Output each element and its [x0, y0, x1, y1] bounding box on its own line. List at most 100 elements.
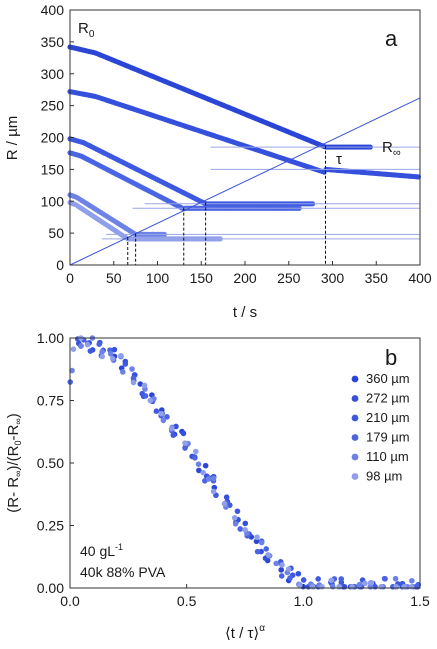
data-point — [319, 583, 325, 590]
legend-marker — [351, 434, 359, 441]
data-point — [170, 432, 177, 438]
data-point — [223, 494, 230, 501]
collapsed-series — [70, 335, 415, 590]
data-point — [78, 342, 84, 349]
polymer-label: 40k 88% PVA — [80, 564, 166, 580]
rinf-letter: R — [382, 139, 393, 156]
data-point — [109, 355, 116, 362]
yl-sub2: 0 — [13, 440, 23, 445]
yl-sub1: ∞ — [13, 471, 23, 477]
data-point — [130, 375, 137, 381]
data-point — [119, 369, 126, 375]
data-point — [392, 575, 399, 582]
data-point — [70, 346, 77, 353]
panel-a-series — [67, 44, 422, 242]
legend-label: 210 µm — [366, 410, 410, 425]
y-tick-label: 400 — [41, 2, 65, 18]
tau-reference-line — [69, 97, 421, 266]
yl-a: (R- R — [5, 477, 22, 513]
data-point — [378, 583, 384, 590]
x-tick-label: 200 — [233, 270, 257, 286]
yl-sub3: ∞ — [13, 418, 23, 424]
x-tick-label: 50 — [106, 270, 122, 286]
data-point — [297, 582, 303, 588]
data-point — [107, 351, 114, 357]
data-point — [279, 562, 285, 568]
data-point — [122, 361, 129, 367]
legend-label: 110 µm — [366, 449, 409, 464]
data-point — [147, 397, 154, 404]
data-point — [182, 445, 188, 451]
panel-b-x-axis-label: ⟨t / τ⟩α — [225, 623, 265, 642]
x-tick-label: 0.5 — [177, 593, 197, 609]
data-point — [254, 548, 261, 555]
conc-main: 40 gL — [80, 543, 115, 559]
x-tick-label: 1.0 — [294, 593, 314, 609]
x-tick-label: 100 — [146, 270, 170, 286]
y-tick-label: 100 — [41, 193, 65, 209]
y-tick-label: 0.50 — [37, 455, 64, 471]
panel-a: 0 50 100 150 200 250 300 350 400 0 50 100 150 200 250… — [4, 2, 432, 321]
data-point — [409, 583, 415, 590]
data-point — [160, 417, 167, 424]
data-point — [265, 552, 272, 558]
data-point — [381, 575, 388, 582]
panel-b-x-label-main: ⟨t / τ⟩ — [225, 625, 259, 642]
legend-item: 360 µm — [351, 371, 410, 386]
x-tick-label: 300 — [321, 270, 345, 286]
data-point — [309, 583, 316, 590]
data-point — [300, 577, 307, 583]
x-tick-label: 400 — [408, 270, 432, 286]
data-point — [273, 560, 279, 567]
data-point — [258, 539, 265, 546]
y-tick-label: 0.00 — [37, 580, 64, 596]
panel-b-label: b — [385, 345, 397, 370]
data-point — [99, 348, 105, 355]
series-curve — [67, 44, 373, 150]
x-tick-label: 350 — [365, 270, 389, 286]
y-tick-label: 250 — [41, 98, 65, 114]
r0-subscript: 0 — [89, 29, 95, 40]
data-point — [287, 575, 293, 581]
data-point — [232, 521, 239, 527]
data-point — [210, 475, 217, 482]
legend-label: 98 µm — [366, 469, 402, 484]
panel-a-y-axis-label: R / µm — [4, 116, 21, 160]
data-point — [349, 583, 355, 590]
data-point — [111, 346, 118, 353]
y-tick-label: 300 — [41, 66, 65, 82]
collapsed-series — [74, 336, 416, 590]
y-tick-label: 0.75 — [37, 393, 64, 409]
data-point — [84, 341, 91, 348]
x-tick-label: 0 — [66, 270, 74, 286]
legend-item: 110 µm — [351, 449, 409, 464]
legend-label: 360 µm — [366, 371, 410, 386]
data-point — [263, 546, 270, 552]
y-tick-label: 0 — [56, 257, 64, 273]
data-point — [362, 580, 368, 587]
data-point — [253, 538, 260, 545]
data-point — [69, 367, 75, 374]
panel-b-x-ticks: 0.0 0.5 1.0 1.5 — [60, 584, 430, 609]
series-curve — [67, 89, 422, 180]
data-point — [180, 430, 187, 437]
panel-a-x-ticks: 0 50 100 150 200 250 300 350 400 — [66, 261, 432, 286]
data-point — [137, 381, 144, 387]
data-point — [195, 461, 202, 467]
x-tick-label: 0.0 — [60, 593, 80, 609]
legend-marker — [351, 395, 359, 402]
data-point — [393, 583, 400, 590]
data-point — [278, 567, 285, 573]
data-point — [168, 425, 175, 432]
x-tick-label: 250 — [277, 270, 301, 286]
data-point — [192, 454, 198, 461]
data-point — [336, 583, 343, 590]
data-point — [254, 534, 260, 541]
data-point — [158, 410, 165, 417]
legend-marker — [351, 473, 359, 480]
data-point — [356, 581, 363, 588]
legend-item: 272 µm — [351, 391, 410, 406]
panel-b-legend: 360 µm 272 µm 210 µm 179 µm 110 µm 98 µm — [351, 371, 410, 484]
data-point — [129, 366, 135, 372]
data-point — [242, 520, 249, 527]
